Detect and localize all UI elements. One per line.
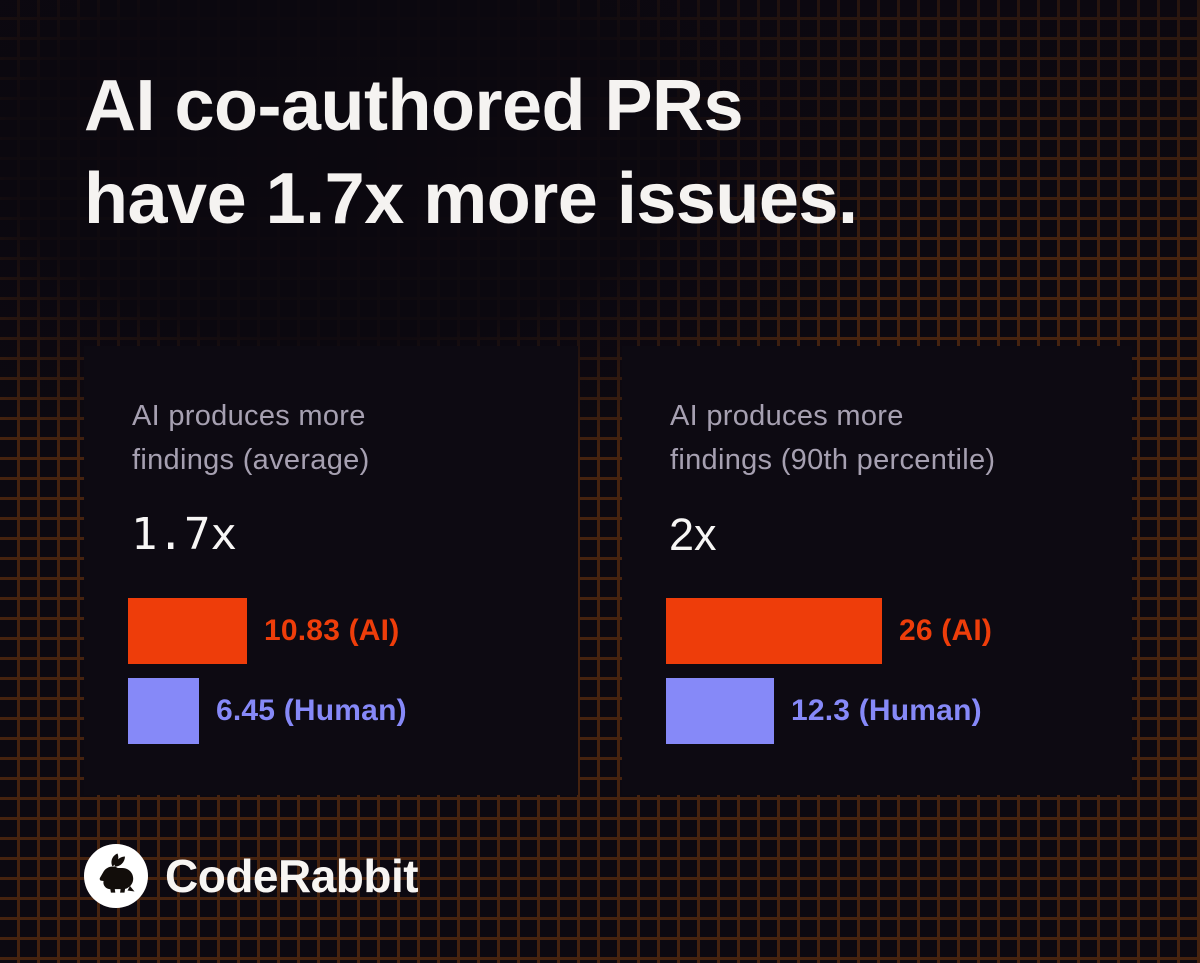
human-bar-row: 12.3 (Human) [666,678,1088,744]
ai-bar-label: 10.83 (AI) [264,614,400,647]
bar-chart-average: 10.83 (AI) 6.45 (Human) [128,598,534,744]
multiplier-value-average: 1.7x [131,509,237,560]
bar-chart-90th-percentile: 26 (AI) 12.3 (Human) [666,598,1088,744]
human-bar [666,678,774,744]
human-bar-label: 6.45 (Human) [216,694,407,727]
brand-logo: CodeRabbit [84,844,419,908]
page-title: AI co-authored PRs have 1.7x more issues. [84,60,858,246]
page-title-line-2: have 1.7x more issues. [84,159,858,239]
ai-bar-label: 26 (AI) [899,614,993,647]
brand-name: CodeRabbit [165,850,419,902]
chart-subtitle-average-line-1: AI produces more [132,400,366,432]
ai-bar [128,598,247,664]
chart-subtitle-average: AI produces more findings (average) [132,394,534,482]
ai-bar-row: 26 (AI) [666,598,1088,664]
human-bar-label: 12.3 (Human) [791,694,982,727]
human-bar-row: 6.45 (Human) [128,678,534,744]
chart-subtitle-90th-line-1: AI produces more [670,400,904,432]
human-bar [128,678,199,744]
rabbit-icon [84,844,148,908]
ai-bar-row: 10.83 (AI) [128,598,534,664]
chart-subtitle-average-line-2: findings (average) [132,444,370,476]
chart-subtitle-90th-line-2: findings (90th percentile) [670,444,996,476]
multiplier-value-90th-percentile: 2x [669,509,717,560]
chart-subtitle-90th-percentile: AI produces more findings (90th percentil… [670,394,1088,482]
ai-bar [666,598,882,664]
page-title-line-1: AI co-authored PRs [84,66,744,146]
chart-card-average: AI produces more findings (average) 1.7x … [84,346,578,795]
chart-card-90th-percentile: AI produces more findings (90th percentil… [622,346,1132,795]
